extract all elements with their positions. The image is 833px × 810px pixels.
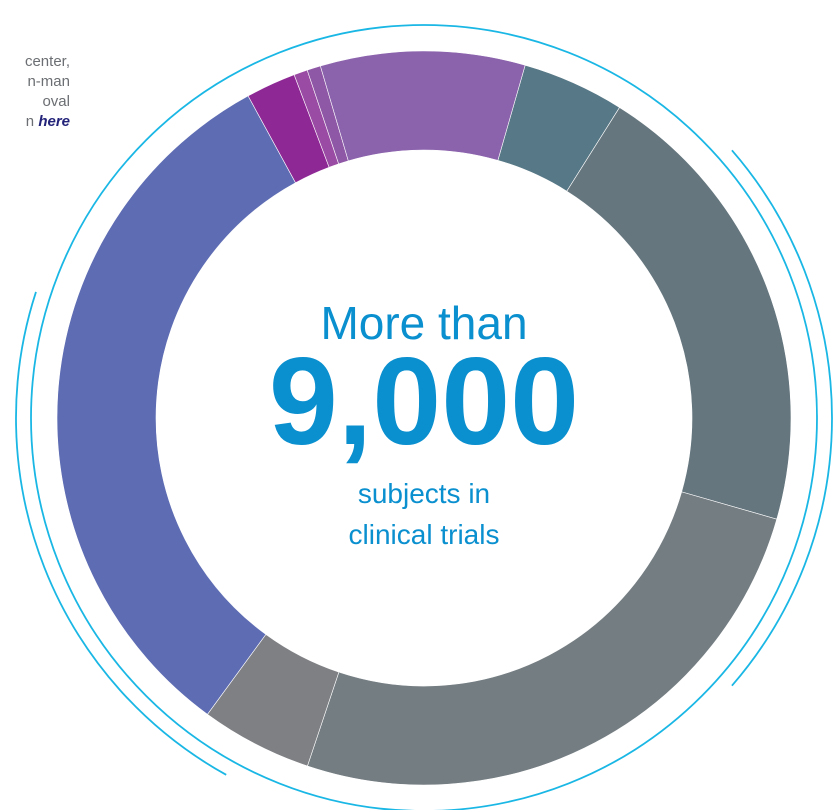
intro-text-block: center, n-man oval n here: [0, 52, 100, 172]
here-link[interactable]: here: [38, 113, 70, 130]
right-accent-arc: [731, 149, 833, 687]
donut-slices: [56, 50, 792, 786]
donut-slice-9: [320, 50, 526, 162]
intro-line-2: n-man: [27, 73, 70, 90]
intro-text: center, n-man oval n here: [25, 52, 70, 132]
accent-rings: [15, 24, 833, 810]
donut-slice-2: [566, 107, 792, 520]
intro-line-3: oval: [42, 93, 70, 110]
left-accent-arc: [15, 291, 227, 776]
intro-line-4-prefix: n: [25, 113, 39, 130]
intro-line-4: n here: [25, 112, 70, 132]
subline-1: subjects in: [358, 478, 490, 509]
donut-slice-3: [307, 491, 778, 786]
outer-ring: [30, 24, 818, 810]
donut-slice-5: [56, 95, 296, 715]
intro-line-1: center,: [24, 53, 70, 70]
headline-number: 9,000: [269, 333, 579, 471]
subline-2: clinical trials: [349, 519, 500, 550]
headline-top: More than: [320, 297, 527, 349]
